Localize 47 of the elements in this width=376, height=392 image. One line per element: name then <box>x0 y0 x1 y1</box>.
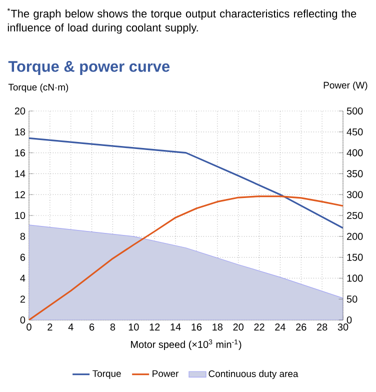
y-axis-title: Torque (cN·m) <box>8 84 68 92</box>
y2-tick-label: 250 <box>347 212 363 220</box>
chart-title: Torque & power curve <box>8 61 170 75</box>
y2-axis-title: Power (W) <box>324 82 368 90</box>
line-series <box>29 137 343 229</box>
x-tick-label: 28 <box>317 324 328 331</box>
x-tick-label: 24 <box>275 324 286 330</box>
y-tick-label: 18 <box>15 128 26 136</box>
y2-tick-label: 100 <box>347 274 363 282</box>
y-tick-label: 8 <box>20 232 26 240</box>
x-tick-label: 10 <box>128 324 139 331</box>
y-tick-label: 2 <box>20 296 25 303</box>
y-tick-label: 4 <box>20 274 26 282</box>
x-tick-label: 14 <box>170 324 181 330</box>
x-tick-label: 2 <box>48 324 52 330</box>
legend-label: Torque <box>92 370 121 379</box>
y2-tick-label: 350 <box>346 170 363 178</box>
y2-tick-label: 0 <box>346 316 352 324</box>
x-tick-label: 6 <box>90 324 94 331</box>
legend-label: Power <box>152 370 179 377</box>
y-tick-label: 20 <box>14 107 26 115</box>
y-tick-label: 6 <box>20 254 26 261</box>
y2-tick-label: 50 <box>346 296 358 303</box>
x-axis-title: Motor speed (×10$^{3}$ min$^{-1}$) <box>131 339 242 350</box>
x-tick-label: 4 <box>68 324 74 330</box>
y2-tick-label: 300 <box>346 191 363 198</box>
y-tick-label: 16 <box>15 149 26 156</box>
x-tick-label: 8 <box>110 324 116 331</box>
x-tick-label: 18 <box>212 324 223 331</box>
y2-tick-label: 450 <box>346 128 363 136</box>
y2-tick-label: 500 <box>346 107 363 115</box>
y2-tick-label: 150 <box>347 254 363 261</box>
x-tick-label: 22 <box>254 324 264 330</box>
x-tick-label: 12 <box>150 324 160 330</box>
y2-tick-label: 400 <box>346 149 363 156</box>
x-tick-label: 26 <box>296 324 306 331</box>
x-tick-label: 30 <box>338 324 348 331</box>
x-tick-label: 0 <box>26 324 32 331</box>
y2-tick-label: 200 <box>347 232 363 240</box>
x-tick-label: 16 <box>192 324 202 331</box>
y-tick-label: 12 <box>15 191 25 198</box>
x-tick-label: 20 <box>233 324 244 331</box>
y-tick-label: 10 <box>15 212 26 220</box>
y-tick-label: 0 <box>20 316 26 324</box>
text: $^{*}$The graph below shows the torque output characteristics reflecting the influence of load during coolant supply. <box>7 8 356 34</box>
legend-label: Continuous duty area <box>208 370 298 379</box>
y-tick-label: 14 <box>15 170 26 178</box>
